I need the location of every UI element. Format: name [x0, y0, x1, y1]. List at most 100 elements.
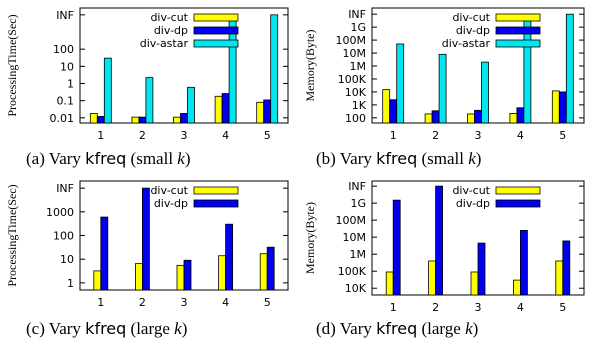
bar-div-astar-3 — [481, 61, 489, 124]
y-tick-label: 100 — [53, 230, 74, 243]
bar-div-dp-2 — [138, 116, 147, 124]
legend-label-div-dp: div-dp — [456, 24, 490, 37]
legend-swatch-div-cut — [193, 13, 239, 22]
y-tick-label: 1G — [350, 197, 366, 210]
bar-div-dp-3 — [183, 259, 192, 291]
legend-swatch-div-dp — [193, 199, 239, 208]
legend-swatch-div-dp — [193, 26, 239, 35]
y-tick-label: 100K — [338, 73, 367, 86]
legend-label-div-cut: div-cut — [452, 184, 490, 197]
y-tick-label: 1000 — [46, 206, 74, 219]
bar-div-cut-2 — [134, 263, 143, 291]
bar-div-cut-1 — [89, 113, 98, 124]
bar-div-cut-4 — [513, 279, 521, 296]
bar-div-cut-5 — [259, 253, 268, 291]
bar-div-cut-2 — [424, 113, 433, 124]
bar-div-cut-5 — [256, 101, 265, 124]
caption-part: (large — [417, 319, 465, 338]
bar-div-cut-4 — [214, 95, 223, 124]
bar-div-dp-4 — [221, 93, 230, 124]
bar-div-cut-1 — [382, 89, 391, 124]
x-tick-label: 3 — [475, 129, 482, 142]
caption-part: (b) Vary — [316, 149, 376, 168]
bar-div-dp-1 — [392, 199, 401, 296]
x-tick-label: 2 — [139, 296, 146, 309]
caption-part: ) — [182, 319, 188, 338]
y-axis-label: Memory(Byte) — [303, 30, 317, 102]
caption-part: (small — [126, 149, 177, 168]
y-tick-label: 1M — [350, 248, 367, 261]
bar-div-cut-3 — [173, 116, 181, 124]
caption-part: (large — [126, 319, 174, 338]
y-tick-label: 100M — [336, 34, 367, 47]
legend-swatch-div-cut — [193, 186, 239, 195]
caption-part: kfreq — [85, 319, 126, 338]
x-tick-label: 1 — [390, 129, 397, 142]
y-tick-label: INF — [348, 180, 366, 193]
bar-div-dp-2 — [431, 110, 440, 124]
x-tick-label: 5 — [264, 129, 271, 142]
caption-part: kfreq — [376, 149, 417, 168]
y-tick-label: 100M — [336, 214, 367, 227]
legend-swatch-div-dp — [495, 26, 541, 35]
y-axis-label: Memory(Byte) — [303, 202, 317, 274]
legend-label-div-astar: div-astar — [442, 37, 491, 50]
y-tick-label: 10K — [345, 86, 367, 99]
x-tick-label: 3 — [181, 129, 188, 142]
bar-div-dp-5 — [263, 99, 272, 124]
bar-div-cut-1 — [385, 271, 394, 296]
caption-part: (a) Vary — [26, 149, 85, 168]
bar-div-cut-1 — [93, 270, 102, 291]
y-tick-label: INF — [56, 182, 74, 195]
caption: (b) Vary kfreq (small k) — [316, 149, 481, 168]
legend-swatch-div-cut — [495, 13, 541, 22]
bar-div-dp-2 — [141, 187, 150, 291]
caption-part: kfreq — [85, 149, 126, 168]
legend-label-div-dp: div-dp — [154, 24, 188, 37]
y-axis-label: ProcessingTime(Sec) — [5, 14, 19, 116]
bar-div-dp-1 — [96, 116, 105, 124]
bar-div-dp-3 — [477, 242, 486, 296]
y-tick-label: 1M — [350, 60, 367, 73]
y-tick-label: 0.1 — [57, 95, 75, 108]
y-tick-label: 100 — [345, 112, 366, 125]
y-tick-label: 10M — [343, 231, 367, 244]
x-tick-label: 4 — [517, 301, 524, 314]
bar-div-cut-4 — [509, 113, 518, 124]
x-tick-label: 1 — [390, 301, 397, 314]
x-tick-label: 1 — [97, 296, 104, 309]
y-tick-label: 10K — [345, 282, 367, 295]
legend-swatch-div-astar — [193, 39, 239, 48]
bar-div-astar-5 — [270, 14, 279, 124]
caption-part: ) — [476, 149, 482, 168]
bar-div-cut-4 — [218, 255, 227, 291]
x-tick-label: 3 — [181, 296, 188, 309]
bar-div-cut-5 — [551, 90, 560, 124]
y-tick-label: INF — [56, 9, 74, 22]
bar-div-dp-5 — [562, 240, 571, 296]
legend-swatch-div-cut — [495, 186, 541, 195]
bar-div-dp-3 — [180, 113, 188, 124]
caption-part: k — [177, 149, 185, 168]
caption-part: k — [468, 149, 476, 168]
bar-div-dp-5 — [266, 246, 275, 291]
legend-label-div-dp: div-dp — [456, 197, 490, 210]
bar-div-astar-5 — [565, 13, 574, 124]
x-tick-label: 5 — [264, 296, 271, 309]
x-tick-label: 5 — [559, 301, 566, 314]
y-tick-label: 1 — [67, 77, 74, 90]
caption: (c) Vary kfreq (large k) — [26, 319, 187, 338]
x-tick-label: 5 — [559, 129, 566, 142]
bar-div-dp-3 — [474, 109, 482, 124]
caption: (d) Vary kfreq (large k) — [316, 319, 478, 338]
y-tick-label: 10M — [343, 47, 367, 60]
x-tick-label: 2 — [432, 129, 439, 142]
legend-label-div-dp: div-dp — [154, 197, 188, 210]
y-tick-label: INF — [348, 8, 366, 21]
bar-div-cut-3 — [176, 264, 185, 291]
bar-div-dp-4 — [225, 223, 234, 291]
x-tick-label: 4 — [222, 296, 229, 309]
caption-part: (d) Vary — [316, 319, 376, 338]
